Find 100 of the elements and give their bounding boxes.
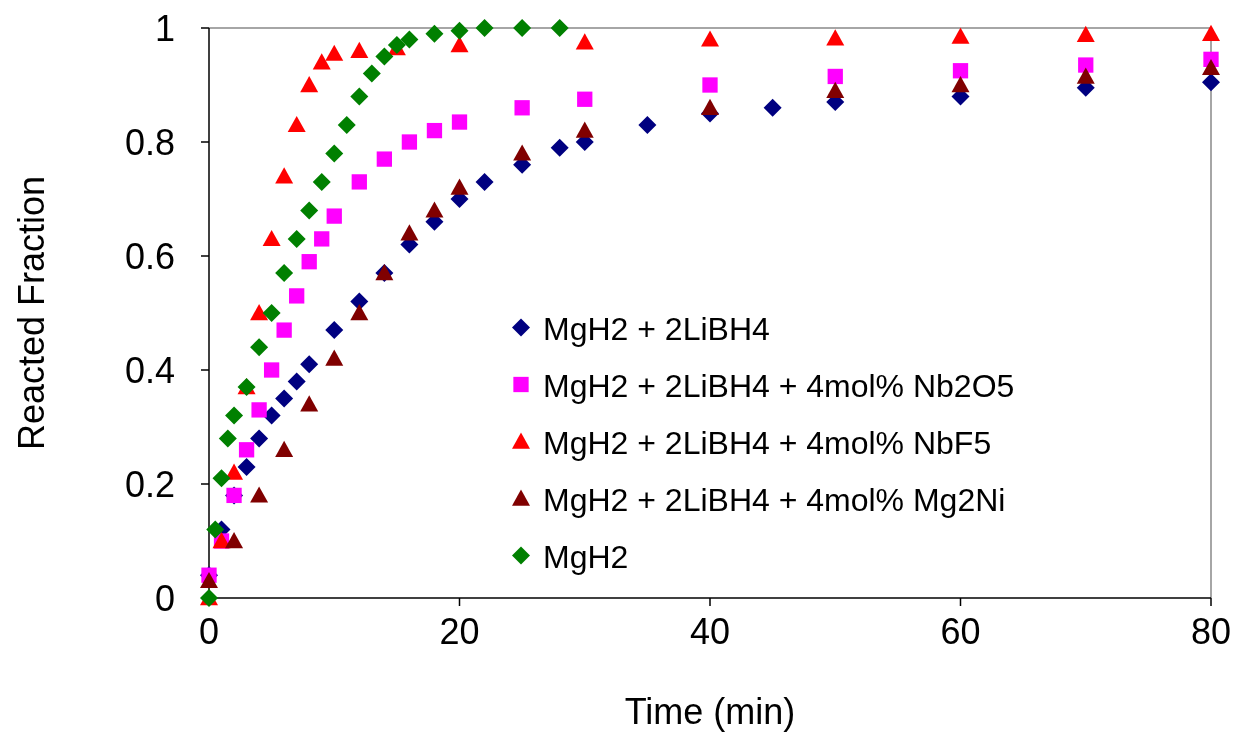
point <box>401 134 418 150</box>
point <box>300 355 319 374</box>
point <box>287 115 306 133</box>
point <box>263 362 280 378</box>
point <box>425 24 444 43</box>
point <box>426 122 443 139</box>
point <box>287 229 306 248</box>
x-tick-label: 60 <box>940 611 981 652</box>
y-axis-title: Reacted Fraction <box>11 175 52 451</box>
point <box>451 114 468 130</box>
point <box>1076 67 1095 84</box>
point <box>951 76 970 93</box>
point <box>400 224 419 241</box>
legend-label: MgH2 + 2LiBH4 + 4mol% Mg2Ni <box>543 481 1006 518</box>
point <box>575 121 594 138</box>
point <box>1202 58 1220 76</box>
point <box>325 44 344 61</box>
x-tick-label: 20 <box>439 611 480 652</box>
point <box>250 486 269 503</box>
point <box>350 304 369 321</box>
point <box>450 36 469 53</box>
point <box>952 63 969 79</box>
point <box>701 98 719 115</box>
point <box>206 520 225 539</box>
point <box>262 229 281 247</box>
point <box>701 30 719 47</box>
point <box>312 172 331 191</box>
point <box>475 172 494 191</box>
point <box>638 115 657 134</box>
x-axis-title: Time (min) <box>624 691 796 732</box>
point <box>200 571 218 589</box>
point <box>225 532 244 549</box>
legend-label: MgH2 <box>543 538 629 575</box>
point <box>326 208 342 224</box>
point <box>325 349 344 366</box>
point <box>300 76 319 93</box>
point <box>262 304 281 322</box>
point <box>375 47 394 66</box>
point <box>550 138 569 157</box>
point <box>301 254 317 270</box>
point <box>250 304 269 321</box>
y-tick-label: 1 <box>154 8 175 49</box>
point <box>300 201 319 220</box>
point <box>577 91 593 107</box>
point <box>325 321 344 340</box>
point <box>550 19 569 37</box>
point <box>289 288 305 304</box>
point <box>314 231 330 247</box>
point <box>212 469 231 488</box>
point <box>312 53 331 70</box>
point <box>514 100 530 116</box>
point <box>951 27 970 44</box>
y-tick-label: 0.4 <box>124 350 175 391</box>
point <box>250 429 269 448</box>
x-tick-label: 80 <box>1190 611 1232 652</box>
point <box>1202 24 1220 41</box>
point <box>1076 25 1095 43</box>
y-tick-label: 0.2 <box>124 464 175 505</box>
point <box>275 440 294 457</box>
point <box>400 30 419 49</box>
legend-label: MgH2 + 2LiBH4 <box>543 310 770 347</box>
point <box>826 29 845 46</box>
y-tick-label: 0.6 <box>124 236 175 277</box>
point <box>300 395 319 412</box>
point <box>425 201 444 218</box>
point <box>376 151 392 167</box>
point <box>763 98 782 117</box>
point <box>275 264 294 283</box>
point <box>702 77 718 93</box>
x-tick-label: 0 <box>198 611 220 652</box>
y-tick-label: 0 <box>154 578 175 619</box>
point <box>351 174 367 190</box>
point <box>513 19 532 37</box>
point <box>350 87 369 106</box>
point <box>1202 73 1220 92</box>
point <box>1078 57 1094 73</box>
point <box>287 372 306 391</box>
legend-label: MgH2 + 2LiBH4 + 4mol% NbF5 <box>543 424 992 461</box>
point <box>826 81 845 98</box>
point <box>337 115 356 134</box>
point <box>225 406 244 425</box>
point <box>575 33 594 50</box>
point <box>275 167 294 184</box>
y-tick-label: 0.8 <box>124 122 175 163</box>
point <box>237 457 256 476</box>
point <box>475 19 494 37</box>
point <box>238 442 255 458</box>
point <box>325 144 344 163</box>
point <box>218 429 237 448</box>
point <box>827 68 843 85</box>
point <box>362 64 381 83</box>
point <box>250 338 269 357</box>
point <box>513 144 532 161</box>
point <box>450 178 469 195</box>
point <box>251 402 267 418</box>
point <box>350 41 369 58</box>
legend-label: MgH2 + 2LiBH4 + 4mol% Nb2O5 <box>543 367 1015 404</box>
point <box>225 463 244 480</box>
point <box>276 322 292 338</box>
x-tick-label: 40 <box>689 611 731 652</box>
